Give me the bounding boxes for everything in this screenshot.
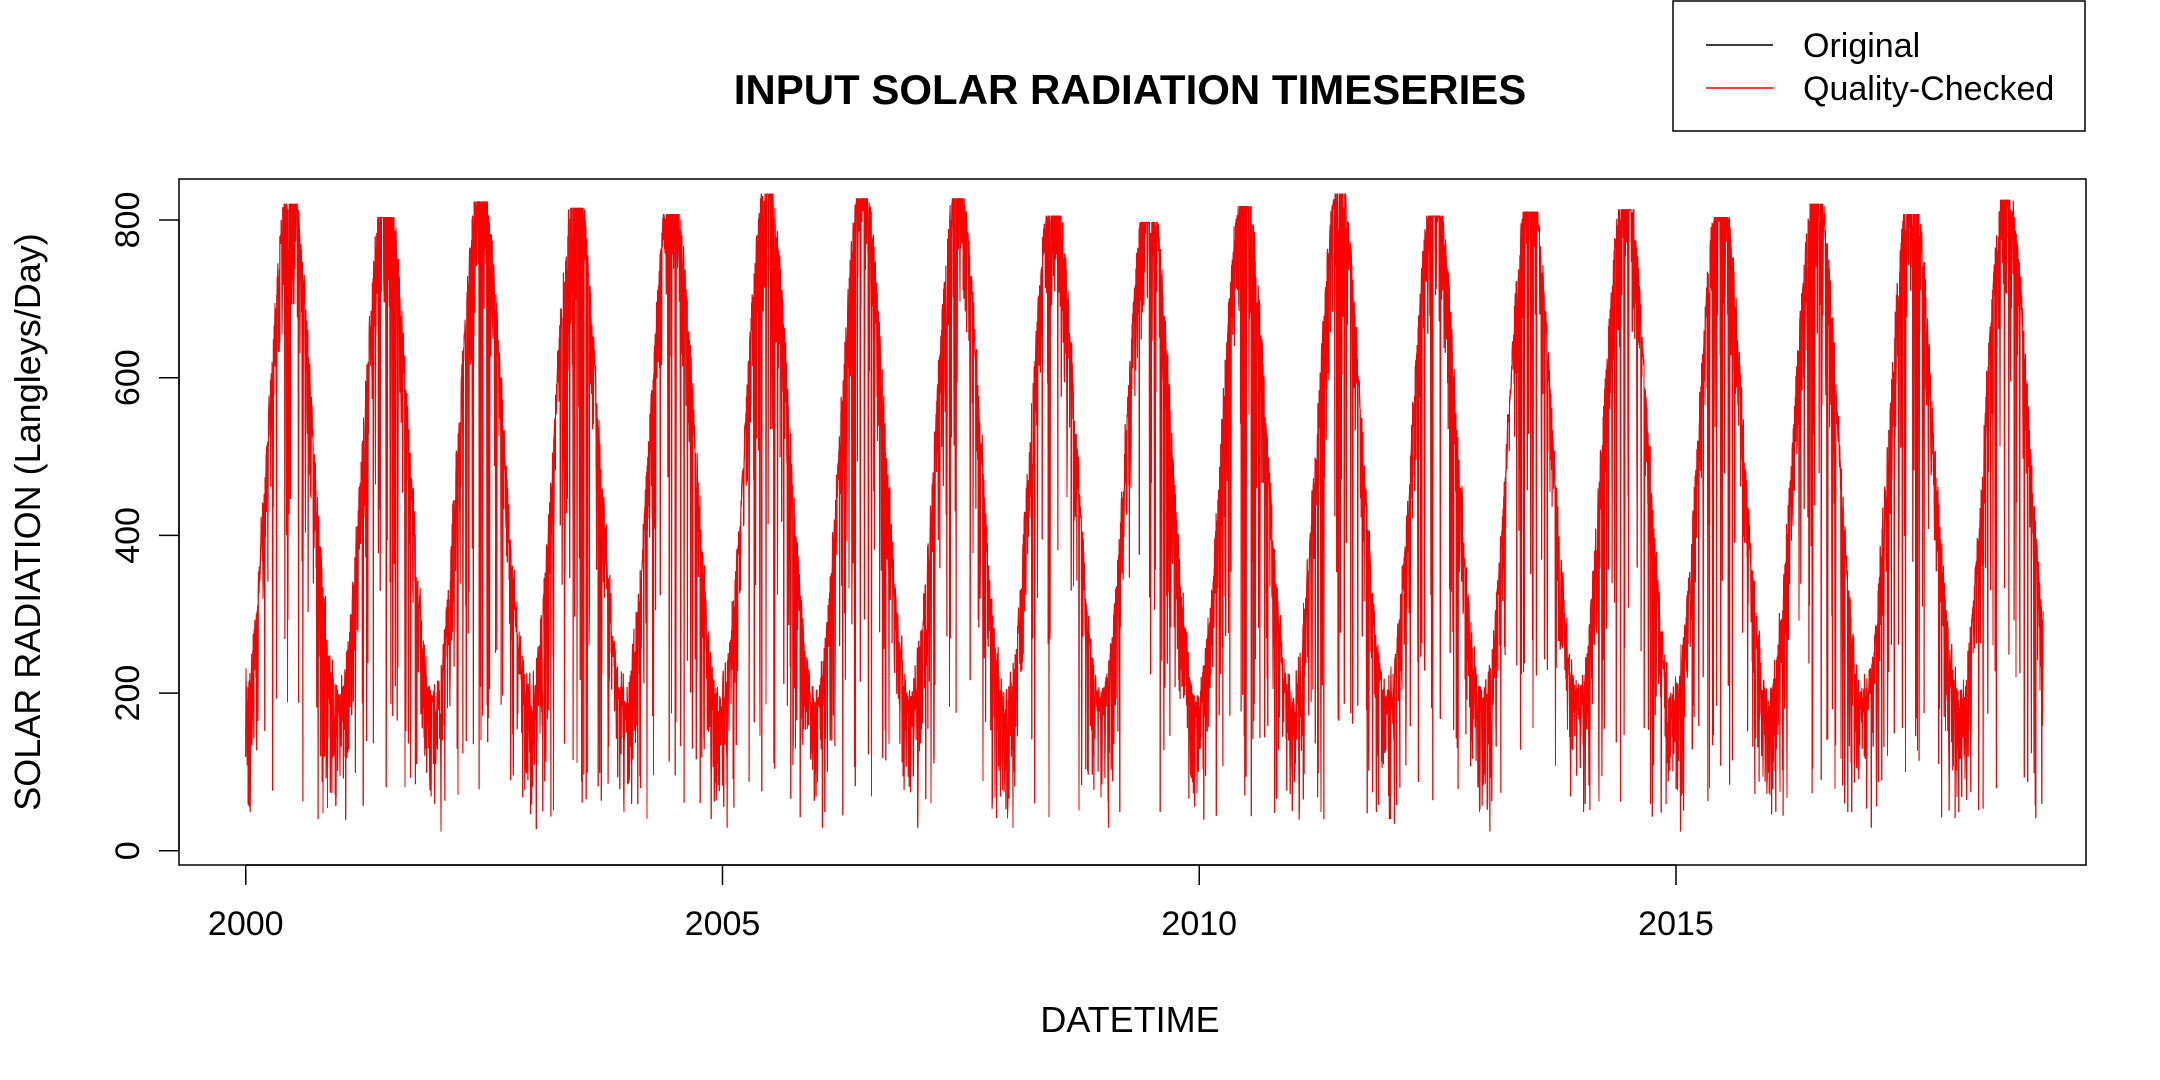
- legend: Original Quality-Checked: [1672, 0, 2086, 132]
- series-layer: [245, 193, 2044, 832]
- y-tick-label: 800: [109, 192, 147, 249]
- y-tick-label: 0: [109, 841, 147, 860]
- legend-box: [1672, 0, 2086, 132]
- legend-label-quality-checked: Quality-Checked: [1803, 70, 2054, 108]
- y-axis-label: SOLAR RADIATION (Langleys/Day): [7, 233, 48, 811]
- x-tick-label: 2010: [1161, 905, 1237, 943]
- y-tick-label: 200: [109, 665, 147, 722]
- chart-title: INPUT SOLAR RADIATION TIMESERIES: [734, 66, 1527, 113]
- x-tick-label: 2005: [685, 905, 761, 943]
- plot-frame: [178, 178, 2087, 866]
- x-tick-label: 2015: [1638, 905, 1714, 943]
- x-axis-label: DATETIME: [1040, 999, 1219, 1040]
- y-tick-label: 400: [109, 507, 147, 564]
- x-axis: 2000 2005 2010 2015: [208, 864, 1714, 943]
- series-quality-checked-line: [245, 193, 2044, 832]
- y-tick-label: 600: [109, 349, 147, 406]
- y-axis: 0 200 400 600 800: [109, 192, 180, 860]
- legend-label-original: Original: [1803, 27, 1920, 65]
- x-tick-label: 2000: [208, 905, 284, 943]
